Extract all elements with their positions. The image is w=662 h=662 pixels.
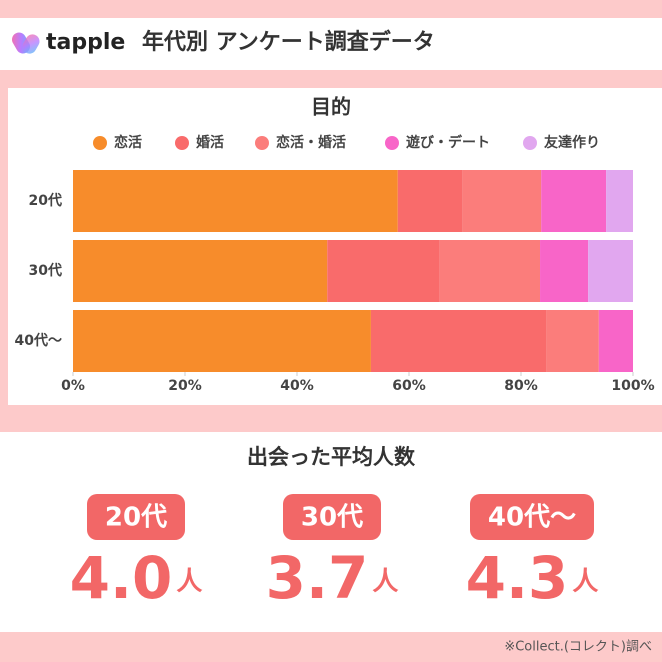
value-number: 3.7: [266, 544, 369, 612]
bar-segment: [588, 240, 633, 302]
logo-icon: [22, 34, 40, 54]
bar-segment: [541, 170, 607, 232]
bar-segment: [327, 240, 440, 302]
chart-title: 目的: [311, 95, 351, 119]
legend-swatch: [255, 136, 269, 150]
bar-segment: [598, 310, 633, 372]
y-tick-label: 40代〜: [15, 332, 62, 349]
age-badge: [470, 494, 594, 540]
y-tick-label: 20代: [29, 192, 62, 209]
average-value: 4.0 人: [70, 544, 203, 612]
average-title: 出会った平均人数: [247, 445, 416, 469]
legend-swatch: [523, 136, 537, 150]
legend-label: 友達作り: [544, 134, 600, 151]
x-tick-label: 60%: [392, 378, 426, 394]
header-title: 年代別 アンケート調査データ: [142, 29, 435, 55]
header-band: [0, 18, 662, 70]
age-label: 40代〜: [488, 503, 576, 533]
bar-segment: [397, 170, 463, 232]
bar-segment: [546, 310, 599, 372]
average-value: 4.3 人: [466, 544, 599, 612]
x-tick-label: 100%: [611, 378, 654, 394]
y-tick-label: 30代: [29, 262, 62, 279]
age-label: 30代: [301, 503, 363, 533]
bar-segment: [73, 170, 398, 232]
average-value: 3.7 人: [266, 544, 399, 612]
value-unit: 人: [572, 567, 598, 597]
x-tick-label: 80%: [504, 378, 538, 394]
value-number: 4.0: [70, 544, 173, 612]
bar-segment: [462, 170, 542, 232]
legend-swatch: [385, 136, 399, 150]
x-tick-label: 20%: [168, 378, 202, 394]
bar-segment: [73, 310, 371, 372]
bar-segment: [73, 240, 328, 302]
bar-segment: [439, 240, 541, 302]
bar-segment: [606, 170, 633, 232]
age-badge: [87, 494, 185, 540]
legend-swatch: [93, 136, 107, 150]
legend-label: 恋活・婚活: [276, 134, 346, 151]
age-badge: [283, 494, 381, 540]
legend-label: 恋活: [114, 134, 142, 151]
legend-label: 婚活: [196, 134, 224, 151]
value-unit: 人: [372, 567, 398, 597]
bar-segment: [540, 240, 589, 302]
logo-text: tapple: [46, 30, 125, 55]
source-note: ※Collect.(コレクト)調べ: [504, 640, 652, 655]
legend-swatch: [175, 136, 189, 150]
x-tick-label: 40%: [280, 378, 314, 394]
x-tick-label: 0%: [61, 378, 85, 394]
age-label: 20代: [105, 503, 167, 533]
value-number: 4.3: [466, 544, 569, 612]
legend-label: 遊び・デート: [406, 134, 490, 151]
value-unit: 人: [176, 567, 202, 597]
bar-segment: [370, 310, 547, 372]
